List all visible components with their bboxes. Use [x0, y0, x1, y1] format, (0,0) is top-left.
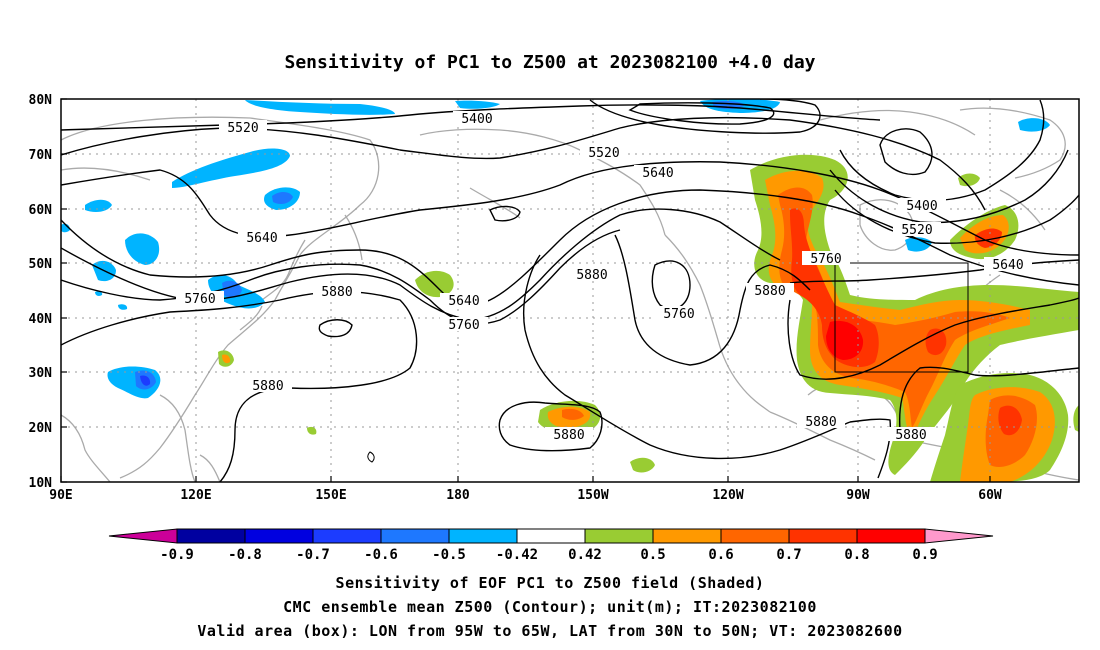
colorbar-label: 0.6	[708, 547, 733, 563]
lon-tick-label: 120E	[180, 488, 211, 503]
contour-label: 5640	[246, 231, 277, 246]
lat-tick-label: 10N	[29, 476, 53, 491]
colorbar-high-extend	[924, 528, 994, 544]
contour-label: 5880	[252, 379, 283, 394]
tick-marks	[60, 98, 991, 483]
colorbar-segment	[720, 528, 790, 544]
map-frame	[60, 98, 1080, 483]
contour-label: 5880	[321, 285, 352, 300]
contour-label: 5760	[448, 318, 479, 333]
map-area: 5400 5400 5520 5520 5520 5640 5640 5640 …	[61, 99, 1079, 482]
contour-label: 5760	[663, 307, 694, 322]
colorbar: -0.9 -0.8 -0.7 -0.6 -0.5 -0.42 0.42 0.5 0.6 0.7 0.…	[108, 528, 994, 563]
contour-label: 5760	[184, 292, 215, 307]
contour-labels: 5400 5400 5520 5520 5520 5640 5640 5640 …	[176, 111, 1032, 443]
contour-label: 5520	[588, 146, 619, 161]
lon-tick-label: 150W	[577, 488, 608, 503]
colorbar-label: -0.9	[160, 547, 194, 563]
caption-line-2: CMC ensemble mean Z500 (Contour); unit(m…	[283, 598, 817, 616]
colorbar-label: -0.42	[496, 547, 538, 563]
colorbar-low-extend	[108, 528, 178, 544]
colorbar-segment	[856, 528, 926, 544]
contour-label: 5520	[901, 223, 932, 238]
colorbar-segment	[788, 528, 858, 544]
lat-tick-label: 80N	[29, 93, 53, 108]
contour-label: 5640	[642, 166, 673, 181]
contour-label: 5880	[553, 428, 584, 443]
colorbar-label: 0.7	[776, 547, 801, 563]
contour-label: 5880	[895, 428, 926, 443]
latitude-labels: 80N 70N 60N 50N 40N 30N 20N 10N	[29, 93, 53, 491]
lat-tick-label: 30N	[29, 366, 53, 381]
contour-label: 5880	[576, 268, 607, 283]
colorbar-segment	[584, 528, 654, 544]
colorbar-segment	[176, 528, 246, 544]
lat-tick-label: 20N	[29, 421, 53, 436]
contour-label: 5400	[461, 112, 492, 127]
valid-area-box	[834, 262, 969, 373]
contour-label: 5760	[810, 252, 841, 267]
colorbar-label: 0.42	[568, 547, 602, 563]
lon-tick-label: 150E	[315, 488, 346, 503]
contour-label: 5880	[754, 284, 785, 299]
colorbar-segment	[516, 528, 586, 544]
colorbar-label: 0.5	[640, 547, 665, 563]
colorbar-segment	[652, 528, 722, 544]
contour-label: 5400	[906, 199, 937, 214]
lon-tick-label: 90E	[49, 488, 72, 503]
colorbar-segment	[244, 528, 314, 544]
colorbar-label: -0.6	[364, 547, 398, 563]
longitude-labels: 90E 120E 150E 180 150W 120W 90W 60W	[49, 488, 1002, 503]
contour-label: 5640	[992, 258, 1023, 273]
caption-line-3: Valid area (box): LON from 95W to 65W, L…	[197, 622, 903, 640]
colorbar-label: -0.8	[228, 547, 262, 563]
colorbar-segment	[448, 528, 518, 544]
lon-tick-label: 180	[446, 488, 470, 503]
lon-tick-label: 120W	[712, 488, 743, 503]
colorbar-label: 0.8	[844, 547, 869, 563]
colorbar-label: -0.5	[432, 547, 466, 563]
contour-label: 5880	[805, 415, 836, 430]
caption-line-1: Sensitivity of EOF PC1 to Z500 field (Sh…	[335, 574, 765, 592]
colorbar-segment	[380, 528, 450, 544]
figure-title: Sensitivity of PC1 to Z500 at 2023082100…	[284, 52, 815, 73]
colorbar-label: -0.7	[296, 547, 330, 563]
contour-label: 5640	[448, 294, 479, 309]
lat-tick-label: 40N	[29, 312, 53, 327]
contour-label: 5520	[227, 121, 258, 136]
shading-positive	[218, 154, 1079, 482]
lon-tick-label: 90W	[846, 488, 870, 503]
lat-tick-label: 50N	[29, 257, 53, 272]
colorbar-segment	[312, 528, 382, 544]
lon-tick-label: 60W	[978, 488, 1002, 503]
lat-tick-label: 70N	[29, 148, 53, 163]
lat-tick-label: 60N	[29, 203, 53, 218]
colorbar-label: 0.9	[912, 547, 937, 563]
